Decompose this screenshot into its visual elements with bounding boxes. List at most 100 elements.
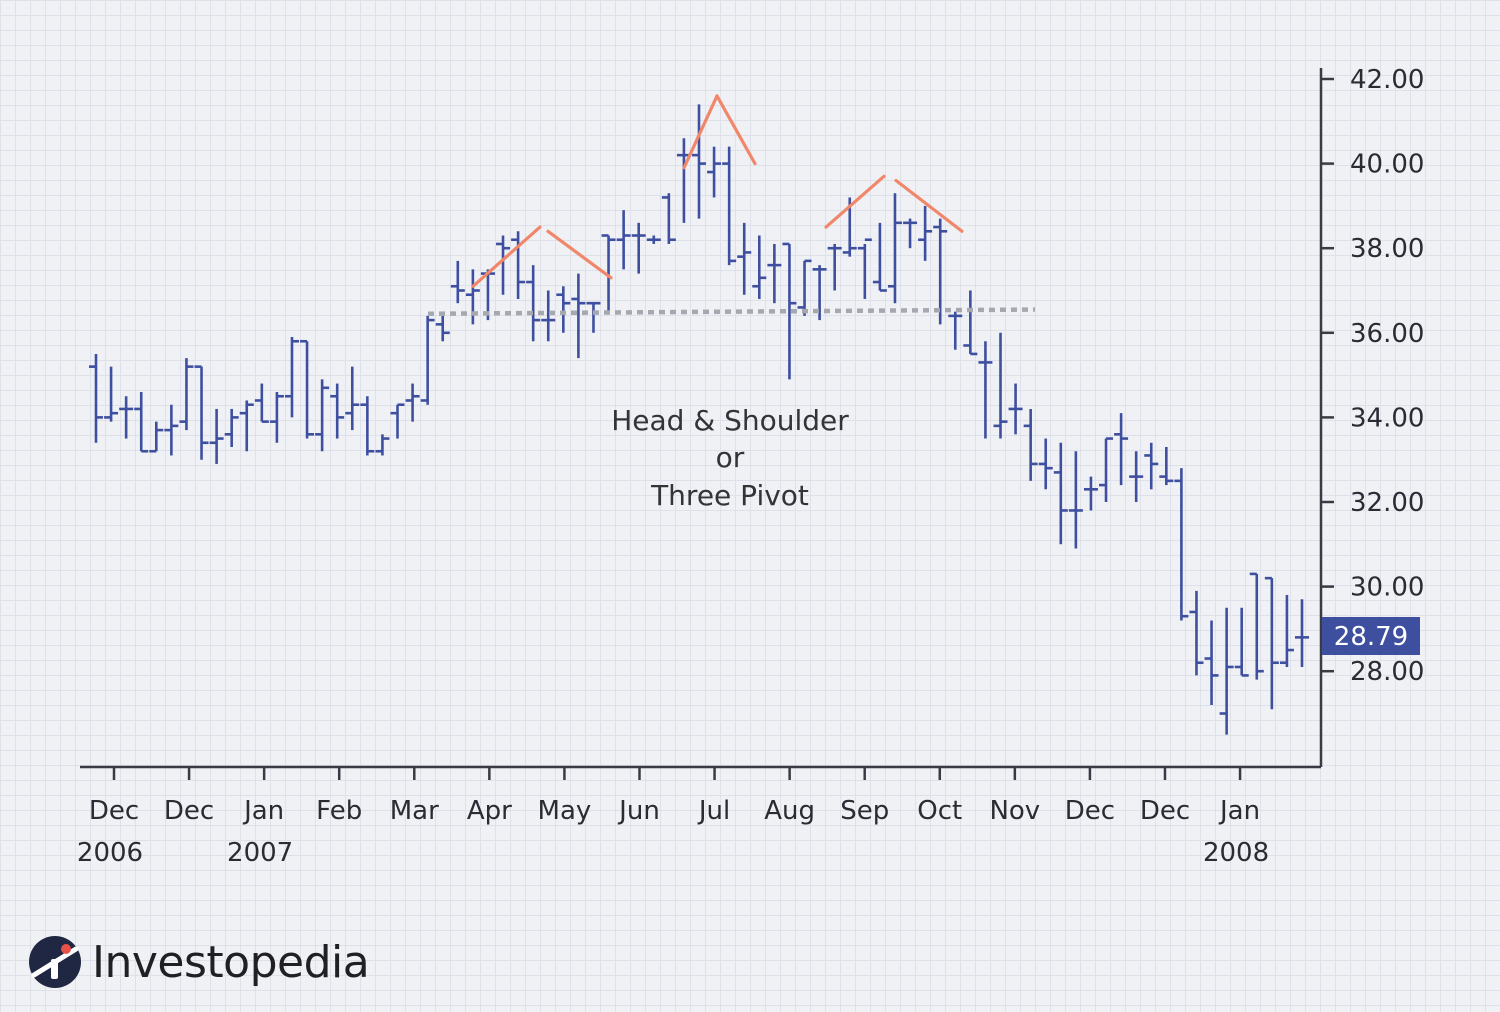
ohlc-bar — [1189, 590, 1204, 676]
ohlc-bars — [89, 104, 1309, 735]
y-tick-label: 32.00 — [1350, 488, 1424, 518]
x-tick-month: Feb — [316, 796, 362, 826]
ohlc-bar — [661, 193, 676, 244]
x-tick-month: Sep — [840, 796, 889, 826]
ohlc-bar — [1219, 607, 1234, 735]
ohlc-bar — [119, 396, 134, 439]
ohlc-bar — [887, 193, 902, 304]
ohlc-bar — [1083, 476, 1098, 511]
ohlc-bar — [1099, 437, 1114, 502]
ohlc-bar — [948, 311, 963, 350]
ohlc-bar — [1068, 451, 1083, 549]
left-shoulder-marker — [471, 225, 613, 288]
ohlc-bar — [254, 383, 269, 423]
ohlc-bar — [571, 273, 586, 359]
ohlc-bar — [526, 265, 541, 342]
ohlc-bar — [1295, 599, 1309, 667]
ohlc-bar — [209, 408, 224, 464]
y-tick-label: 42.00 — [1350, 65, 1424, 95]
ohlc-bar — [737, 222, 752, 295]
ohlc-bar — [586, 301, 601, 333]
head-marker — [682, 94, 757, 170]
ohlc-bar — [1144, 442, 1159, 490]
price-tag: 28.79 — [1322, 617, 1420, 655]
x-tick-month: Jan — [242, 796, 284, 826]
x-tick-month: Dec — [89, 796, 139, 826]
ohlc-bar — [978, 341, 993, 439]
ohlc-bar — [827, 243, 842, 291]
annotation-line-1: Head & Shoulder — [611, 404, 849, 437]
ohlc-bar — [797, 259, 812, 316]
x-tick-month: Dec — [164, 796, 214, 826]
ohlc-bar — [450, 260, 465, 304]
pivot-segment — [546, 229, 613, 280]
ohlc-bar — [1008, 383, 1023, 435]
pivot-segment — [682, 94, 719, 170]
ohlc-bar — [420, 315, 435, 405]
ohlc-bar — [646, 235, 661, 244]
ohlc-bar — [511, 231, 526, 299]
investopedia-logo-icon — [29, 936, 81, 988]
ohlc-bar — [1174, 468, 1189, 621]
ohlc-bar — [872, 222, 887, 292]
ohlc-bar — [224, 408, 239, 448]
ohlc-bar — [903, 218, 918, 249]
y-tick-label: 30.00 — [1350, 573, 1424, 603]
x-tick-month: Jan — [1218, 796, 1260, 826]
pivot-markers — [471, 94, 964, 288]
pattern-annotation: Head & Shoulder or Three Pivot — [611, 404, 849, 512]
ohlc-bar — [330, 383, 345, 439]
ohlc-bar — [993, 332, 1008, 439]
ohlc-bar — [1159, 447, 1174, 486]
y-tick-label: 40.00 — [1350, 150, 1424, 180]
ohlc-bar — [1129, 451, 1144, 502]
ohlc-bar — [134, 392, 149, 453]
price-tag-box — [1322, 617, 1420, 655]
pivot-segment — [715, 94, 757, 166]
ohlc-bar — [676, 138, 691, 223]
x-tick-year: 2007 — [227, 838, 293, 868]
pivot-segment — [824, 174, 886, 229]
ohlc-bar — [782, 242, 797, 380]
ohlc-bar — [933, 218, 948, 325]
investopedia-logo: Investopedia — [28, 932, 370, 992]
investopedia-logo-text: Investopedia — [92, 936, 370, 988]
ohlc-bar — [963, 290, 978, 356]
ohlc-bar — [300, 339, 315, 439]
x-tick-month: Mar — [390, 796, 439, 826]
ohlc-bar — [918, 205, 933, 261]
ohlc-bar — [179, 358, 194, 431]
ohlc-bar — [149, 421, 164, 453]
x-tick-month: Jul — [697, 796, 730, 826]
x-tick-month: Aug — [764, 796, 815, 826]
ohlc-bar — [1023, 408, 1038, 481]
ohlc-bar — [541, 290, 556, 342]
y-tick-label: 38.00 — [1350, 234, 1424, 264]
ohlc-bar — [164, 404, 179, 456]
ohlc-bar — [269, 392, 284, 443]
ohlc-bar — [631, 222, 646, 274]
ohlc-bar — [601, 234, 616, 312]
ohlc-bar — [239, 400, 254, 452]
ohlc-bar — [616, 210, 631, 270]
ohlc-bar — [315, 379, 330, 452]
ohlc-bar — [375, 434, 390, 456]
ohlc-bar — [812, 265, 827, 321]
ohlc-bar — [284, 337, 299, 418]
ohlc-bar — [857, 238, 872, 299]
ohlc-bar — [390, 403, 405, 439]
annotation-line-3: Three Pivot — [650, 479, 809, 512]
ohlc-bar — [1114, 413, 1129, 486]
ohlc-bar — [722, 146, 737, 266]
x-tick-month: Dec — [1065, 796, 1115, 826]
ohlc-bar — [104, 366, 119, 422]
ohlc-bar — [707, 146, 722, 198]
y-axis-ticks: 42.00 40.00 38.00 36.00 34.00 32.00 30.00 28.00 — [1321, 65, 1424, 687]
price-tag-value: 28.79 — [1334, 622, 1408, 652]
y-tick-label: 28.00 — [1350, 657, 1424, 687]
ohlc-bar — [1249, 572, 1264, 680]
ohlc-bar — [1204, 620, 1219, 706]
ohlc-bar — [1053, 442, 1068, 545]
y-tick-label: 36.00 — [1350, 319, 1424, 349]
x-tick-month: Apr — [467, 796, 512, 826]
